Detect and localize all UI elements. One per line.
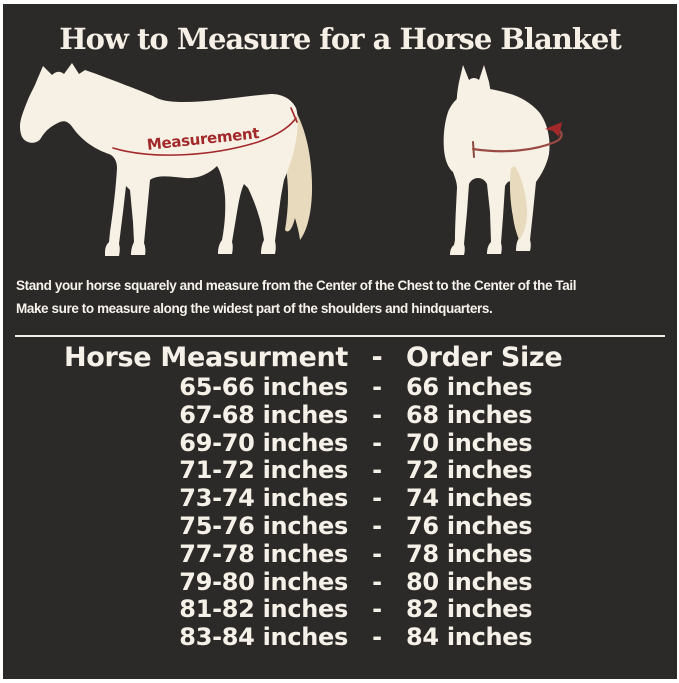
table-row: 73-74 inches - 74 inches <box>30 484 650 513</box>
measurement-range: 81-82 inches <box>179 595 348 624</box>
row-separator: - <box>372 456 382 485</box>
front-horse-tail <box>509 166 527 240</box>
horse-illustrations: Measurement <box>3 62 677 263</box>
measurement-line-end-tick <box>290 107 298 123</box>
row-separator: - <box>372 484 382 513</box>
order-size: 74 inches <box>406 484 533 513</box>
measurement-range: 83-84 inches <box>179 623 348 652</box>
measurement-line <box>112 117 297 156</box>
order-size: 78 inches <box>406 539 533 568</box>
row-separator: - <box>372 400 382 429</box>
measurement-range: 67-68 inches <box>179 400 348 429</box>
page-title: How to Measure for a Horse Blanket <box>59 22 622 56</box>
table-row: 67-68 inches - 68 inches <box>30 400 650 430</box>
front-view-horse-illustration <box>443 65 563 255</box>
girth-measurement-arrow <box>471 128 563 153</box>
divider <box>15 335 665 337</box>
table-row: 79-80 inches - 80 inches <box>30 567 650 597</box>
measurement-range: 65-66 inches <box>179 373 348 401</box>
row-separator: - <box>372 539 382 568</box>
order-size: 80 inches <box>406 567 533 596</box>
row-separator: - <box>372 511 382 540</box>
instructions-line-1: Stand your horse squarely and measure fr… <box>16 278 577 293</box>
table-row: 77-78 inches - 78 inches <box>30 539 650 569</box>
order-size: 70 inches <box>406 428 533 457</box>
order-size: 76 inches <box>406 511 533 540</box>
header-separator: - <box>371 342 383 373</box>
table-row: 81-82 inches - 82 inches <box>30 596 650 624</box>
horse-body <box>20 63 298 256</box>
row-separator: - <box>372 595 382 624</box>
order-size: 84 inches <box>406 623 533 652</box>
table-row: 65-66 inches - 66 inches <box>30 373 650 402</box>
front-horse-head <box>456 65 492 138</box>
row-separator: - <box>372 623 382 652</box>
measurement-range: 77-78 inches <box>179 539 348 568</box>
table-row: 71-72 inches - 72 inches <box>30 457 650 485</box>
measurement-range: 69-70 inches <box>179 428 348 457</box>
header-horse-measurement: Horse Measurment <box>63 342 348 373</box>
order-size: 66 inches <box>406 373 533 401</box>
instructions-line-2: Make sure to measure along the widest pa… <box>16 301 493 316</box>
infographic-canvas: How to Measure for a Horse Blanket Measu… <box>3 4 677 679</box>
order-size: 72 inches <box>406 456 533 485</box>
instructions: Stand your horse squarely and measure fr… <box>16 274 664 320</box>
table-row: 83-84 inches - 84 inches <box>30 623 650 652</box>
header-order-size: Order Size <box>406 342 563 373</box>
row-separator: - <box>372 373 382 401</box>
order-size: 68 inches <box>406 400 533 429</box>
table-row: 75-76 inches - 76 inches <box>30 511 650 541</box>
size-chart-header: Horse Measurment - Order Size <box>30 341 650 374</box>
order-size: 82 inches <box>406 595 533 624</box>
measurement-range: 71-72 inches <box>179 456 348 485</box>
row-separator: - <box>372 567 382 596</box>
measurement-range: 73-74 inches <box>179 484 348 513</box>
measurement-range: 75-76 inches <box>179 511 348 540</box>
table-row: 69-70 inches - 70 inches <box>30 428 650 458</box>
row-separator: - <box>372 428 382 457</box>
measurement-range: 79-80 inches <box>179 567 348 596</box>
arrowhead-icon <box>545 122 562 137</box>
size-chart: Horse Measurment - Order Size 65-66 inch… <box>30 341 650 652</box>
side-view-horse-illustration: Measurement <box>20 63 313 256</box>
